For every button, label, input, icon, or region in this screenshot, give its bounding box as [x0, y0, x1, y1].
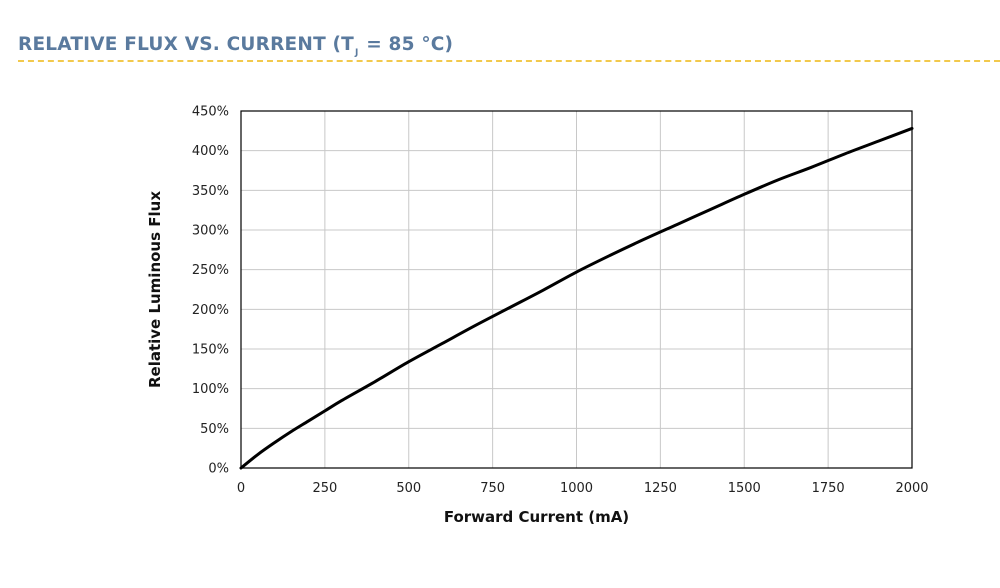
x-tick-label: 1000 [560, 481, 593, 496]
y-axis-ticks: 0% 50% 100% 150% 200% 250% 300% 350% 400% 450% [192, 105, 229, 477]
x-tick-label: 500 [396, 481, 421, 496]
x-tick-label: 0 [237, 481, 245, 496]
grid-lines [240, 110, 913, 469]
x-tick-label: 750 [480, 481, 505, 496]
plot-frame [240, 110, 913, 469]
x-axis-title: Forward Current (mA) [444, 508, 629, 526]
x-tick-label: 2000 [895, 481, 928, 496]
y-tick-label: 200% [192, 303, 229, 318]
x-axis-ticks: 0 250 500 750 1000 1250 1500 1750 2000 [237, 481, 929, 496]
series-layer [239, 126, 914, 470]
y-tick-label: 0% [208, 462, 229, 477]
y-tick-label: 350% [192, 184, 229, 199]
title-subscript: J [355, 48, 359, 58]
y-tick-label: 100% [192, 382, 229, 397]
y-tick-label: 450% [192, 105, 229, 120]
page-title: RELATIVE FLUX VS. CURRENT (TJ = 85 °C) [18, 34, 454, 58]
title-divider [18, 60, 1000, 62]
x-tick-label: 1750 [812, 481, 845, 496]
title-tail: = 85 °C) [359, 34, 454, 55]
y-axis-title: Relative Luminous Flux [146, 191, 164, 388]
x-tick-label: 250 [312, 481, 337, 496]
title-main: RELATIVE FLUX VS. CURRENT (T [18, 34, 354, 55]
y-tick-label: 250% [192, 263, 229, 278]
y-tick-label: 300% [192, 224, 229, 239]
y-tick-label: 400% [192, 144, 229, 159]
series-line-0 [239, 126, 914, 470]
y-tick-label: 150% [192, 343, 229, 358]
y-tick-label: 50% [200, 422, 229, 437]
x-tick-label: 1500 [728, 481, 761, 496]
x-tick-label: 1250 [644, 481, 677, 496]
